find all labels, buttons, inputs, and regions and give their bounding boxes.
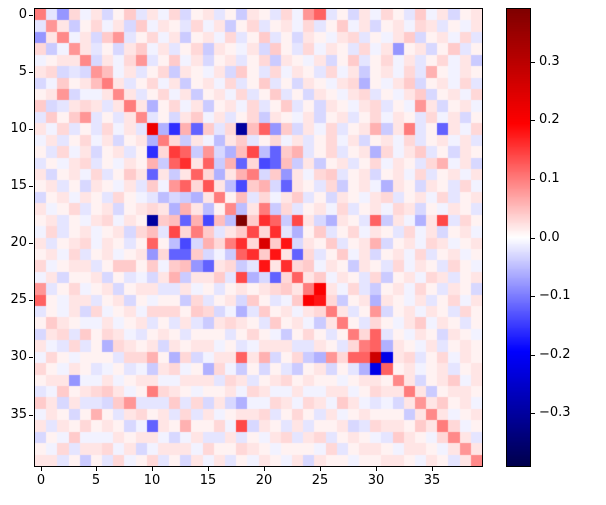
heatmap-canvas — [35, 9, 482, 466]
colorbar-canvas — [507, 9, 530, 466]
y-tick-label: 10 — [10, 121, 27, 136]
colorbar-tick-mark — [531, 62, 535, 63]
x-tick-mark — [376, 467, 377, 471]
colorbar-tick-label: −0.3 — [539, 405, 571, 420]
x-tick-label: 10 — [143, 473, 161, 488]
x-tick-label: 25 — [311, 473, 329, 488]
colorbar-tick-label: −0.1 — [539, 288, 571, 303]
x-tick-label: 15 — [199, 473, 217, 488]
x-tick-mark — [264, 467, 265, 471]
y-tick-label: 35 — [10, 407, 27, 422]
x-tick-mark — [208, 467, 209, 471]
x-tick-mark — [96, 467, 97, 471]
y-tick-mark — [29, 72, 33, 73]
colorbar-tick-label: 0.1 — [539, 171, 560, 186]
colorbar-tick-mark — [531, 296, 535, 297]
x-tick-mark — [320, 467, 321, 471]
colorbar-tick-mark — [531, 413, 535, 414]
x-tick-label: 20 — [255, 473, 273, 488]
y-tick-mark — [29, 15, 33, 16]
colorbar-tick-label: 0.0 — [539, 230, 560, 245]
y-tick-label: 15 — [10, 178, 27, 193]
colorbar-tick-label: 0.3 — [539, 54, 560, 69]
x-tick-label: 30 — [367, 473, 385, 488]
x-tick-label: 5 — [91, 473, 101, 488]
y-tick-label: 5 — [18, 64, 27, 79]
colorbar-tick-mark — [531, 238, 535, 239]
y-tick-label: 0 — [18, 7, 27, 22]
y-tick-mark — [29, 357, 33, 358]
x-tick-mark — [432, 467, 433, 471]
colorbar — [506, 8, 531, 467]
y-tick-label: 30 — [10, 349, 27, 364]
y-tick-label: 25 — [10, 292, 27, 307]
x-tick-mark — [41, 467, 42, 471]
colorbar-tick-mark — [531, 120, 535, 121]
y-tick-mark — [29, 129, 33, 130]
colorbar-tick-label: 0.2 — [539, 112, 560, 127]
colorbar-tick-mark — [531, 179, 535, 180]
x-tick-mark — [152, 467, 153, 471]
colorbar-tick-label: −0.2 — [539, 347, 571, 362]
y-tick-label: 20 — [10, 235, 27, 250]
y-tick-mark — [29, 186, 33, 187]
heatmap-axes — [34, 8, 483, 467]
y-tick-mark — [29, 300, 33, 301]
x-tick-label: 0 — [36, 473, 46, 488]
y-tick-mark — [29, 415, 33, 416]
colorbar-tick-mark — [531, 355, 535, 356]
y-tick-mark — [29, 243, 33, 244]
x-tick-label: 35 — [423, 473, 441, 488]
